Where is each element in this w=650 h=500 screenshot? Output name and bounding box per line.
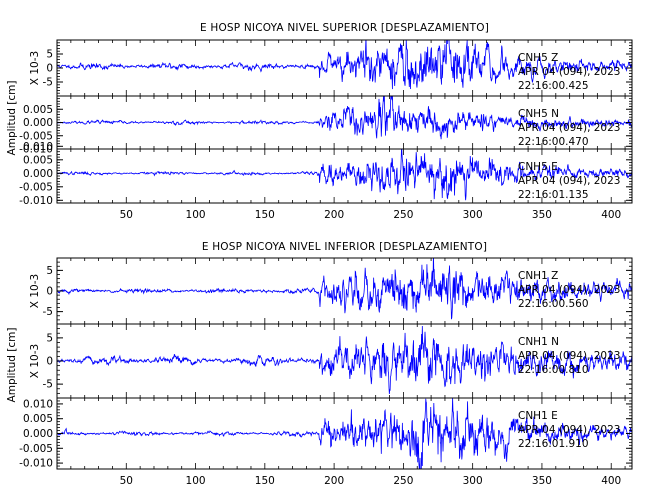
y-tick-label: -0.005 xyxy=(19,181,53,193)
x-tick-label: 300 xyxy=(463,475,483,487)
seismogram-panel: 5 0 -5X 10-3 CNH1 Z APR 04 (094), 2023 22:16:… xyxy=(29,257,633,325)
x-tick-label: 150 xyxy=(255,475,275,487)
date-label: APR 04 (094), 2023 xyxy=(518,350,620,362)
x-tick-label: 400 xyxy=(601,209,621,221)
x-tick-label: 350 xyxy=(532,209,552,221)
y-tick-label: 5 xyxy=(46,49,53,61)
y-tick-label: 0.000 xyxy=(23,428,53,440)
x-tick-label: 200 xyxy=(324,475,344,487)
time-label: 22:16:00.560 xyxy=(518,298,589,310)
y-tick-label: 0 xyxy=(46,356,53,368)
y-tick-label: 0.005 xyxy=(23,413,53,425)
x-tick-label: 350 xyxy=(532,475,552,487)
y-axis-label: Amplitud [cm] xyxy=(6,81,18,156)
y-tick-label: 5 xyxy=(46,332,53,344)
chart-nivel-superior: E HOSP NICOYA NIVEL SUPERIOR [DESPLAZAMI… xyxy=(6,22,633,221)
y-tick-label: 0.010 xyxy=(23,398,53,410)
waveform-trace xyxy=(57,149,632,201)
channel-label: CNH5 N xyxy=(518,108,559,120)
x-tick-label: 50 xyxy=(120,475,133,487)
time-label: 22:16:00.425 xyxy=(518,80,589,92)
y-tick-label: 0.005 xyxy=(23,104,53,116)
x-tick-label: 250 xyxy=(393,475,413,487)
date-label: APR 04 (094), 2023 xyxy=(518,66,620,78)
y-tick-label: 0.000 xyxy=(23,117,53,129)
x-tick-label: 300 xyxy=(463,209,483,221)
waveform-trace xyxy=(57,398,632,469)
waveform-trace xyxy=(57,96,632,140)
y-tick-label: -0.005 xyxy=(19,130,53,142)
y-tick-label: 0 xyxy=(46,63,53,75)
seismogram-panel: 0.010 0.005 0.000 -0.005 -0.010 CNH1 E APR 04 … xyxy=(19,397,633,470)
y-tick-label: -0.005 xyxy=(19,443,53,455)
y-scale-label: X 10-3 xyxy=(29,344,41,378)
y-tick-label: -0.010 xyxy=(19,195,53,207)
waveform-trace xyxy=(57,40,632,90)
channel-label: CNH5 E xyxy=(518,161,558,173)
y-tick-label: 0 xyxy=(46,286,53,298)
y-axis-label: Amplitud [cm] xyxy=(6,328,18,403)
chart-title: E HOSP NICOYA NIVEL INFERIOR [DESPLAZAMI… xyxy=(202,241,487,253)
date-label: APR 04 (094), 2023 xyxy=(518,175,620,187)
channel-label: CNH1 E xyxy=(518,410,558,422)
waveform-trace xyxy=(57,258,632,320)
time-label: 22:16:00.470 xyxy=(518,136,589,148)
y-scale-label: X 10-3 xyxy=(29,274,41,308)
y-tick-label: 5 xyxy=(46,265,53,277)
x-tick-label: 400 xyxy=(601,475,621,487)
y-tick-label: 0.005 xyxy=(23,154,53,166)
y-tick-label: -0.010 xyxy=(19,458,53,470)
chart-title: E HOSP NICOYA NIVEL SUPERIOR [DESPLAZAMI… xyxy=(200,22,489,34)
x-tick-label: 100 xyxy=(186,475,206,487)
x-tick-label: 250 xyxy=(393,209,413,221)
x-tick-label: 100 xyxy=(186,209,206,221)
waveform-trace xyxy=(57,326,632,394)
date-label: APR 04 (094), 2023 xyxy=(518,424,620,436)
time-label: 22:16:01.135 xyxy=(518,189,589,201)
y-tick-label: -5 xyxy=(43,77,53,89)
y-scale-label: X 10-3 xyxy=(29,51,41,85)
channel-label: CNH5 Z xyxy=(518,52,558,64)
date-label: APR 04 (094), 2023 xyxy=(518,284,620,296)
x-tick-label: 150 xyxy=(255,209,275,221)
x-tick-label: 50 xyxy=(120,209,133,221)
chart-nivel-inferior: E HOSP NICOYA NIVEL INFERIOR [DESPLAZAMI… xyxy=(6,241,633,487)
time-label: 22:16:01.910 xyxy=(518,438,589,450)
y-tick-label: 0.010 xyxy=(23,141,53,153)
y-tick-label: 0.000 xyxy=(23,168,53,180)
date-label: APR 04 (094), 2023 xyxy=(518,122,620,134)
y-tick-label: -5 xyxy=(43,379,53,391)
time-label: 22:16:00.810 xyxy=(518,364,589,376)
channel-label: CNH1 Z xyxy=(518,270,558,282)
x-tick-label: 200 xyxy=(324,209,344,221)
seismogram-panel: 5 0 -5X 10-3 CNH1 N APR 04 (094), 2023 22:16:… xyxy=(29,323,633,399)
channel-label: CNH1 N xyxy=(518,336,559,348)
y-tick-label: -0.010 xyxy=(19,144,53,156)
y-tick-label: -5 xyxy=(43,306,53,318)
